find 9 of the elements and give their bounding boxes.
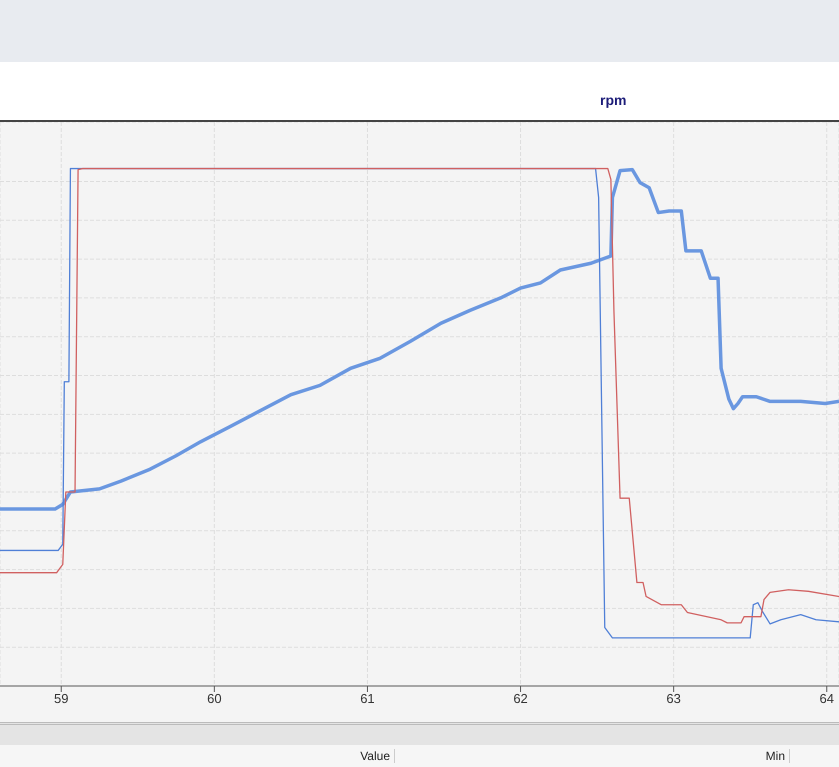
text: Value [0, 749, 395, 763]
x-tick-label: 61 [360, 691, 375, 706]
x-tick-label: 62 [513, 691, 528, 706]
chart-title: rpm [600, 92, 626, 108]
x-tick-label: 64 [820, 691, 834, 706]
x-tick-label: 63 [666, 691, 681, 706]
text: Min [395, 749, 790, 763]
x-tick-label: 59 [54, 691, 68, 706]
x-tick-label: 60 [207, 691, 222, 706]
